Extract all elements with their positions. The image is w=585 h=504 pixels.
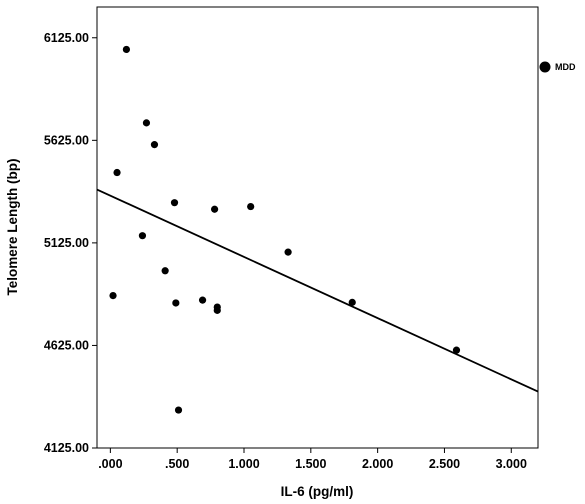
x-tick-label: .500 bbox=[165, 457, 189, 471]
y-tick-label: 6125.00 bbox=[44, 31, 89, 45]
data-point bbox=[122, 45, 130, 54]
x-tick-label: 3.000 bbox=[496, 457, 527, 471]
data-point bbox=[161, 267, 169, 275]
regression-line bbox=[96, 188, 539, 393]
data-point bbox=[452, 346, 461, 354]
data-point bbox=[150, 141, 159, 149]
data-point bbox=[348, 298, 356, 306]
x-tick-label: 1.000 bbox=[228, 457, 259, 471]
y-tick-label: 4125.00 bbox=[44, 441, 89, 455]
y-tick-label: 4625.00 bbox=[44, 338, 89, 352]
x-tick-label: 1.500 bbox=[295, 457, 326, 471]
plot-area bbox=[96, 6, 539, 449]
x-axis-title: IL-6 (pg/ml) bbox=[281, 484, 354, 499]
y-tick-label: 5125.00 bbox=[44, 236, 89, 250]
data-point bbox=[174, 406, 183, 414]
data-point bbox=[113, 168, 121, 177]
data-point bbox=[109, 291, 117, 300]
x-tick-label: 2.000 bbox=[362, 457, 393, 471]
data-point bbox=[138, 232, 147, 240]
legend-marker bbox=[539, 61, 551, 73]
data-point bbox=[213, 306, 221, 314]
legend: MDD bbox=[539, 61, 576, 73]
data-point bbox=[170, 199, 179, 207]
y-axis-title: Telomere Length (bp) bbox=[5, 159, 20, 296]
data-point bbox=[211, 205, 219, 213]
data-point bbox=[172, 299, 180, 307]
y-tick-label: 5625.00 bbox=[44, 133, 89, 147]
data-point bbox=[142, 119, 151, 127]
legend-label: MDD bbox=[555, 62, 576, 72]
data-point bbox=[198, 296, 207, 304]
data-point bbox=[247, 202, 255, 211]
data-point bbox=[284, 248, 292, 256]
x-tick-label: .000 bbox=[98, 457, 122, 471]
x-tick-label: 2.500 bbox=[429, 457, 460, 471]
chart-marks: .000 .500 1.000 1.500 2.000 2.500 3.000 4125.00… bbox=[44, 31, 539, 471]
